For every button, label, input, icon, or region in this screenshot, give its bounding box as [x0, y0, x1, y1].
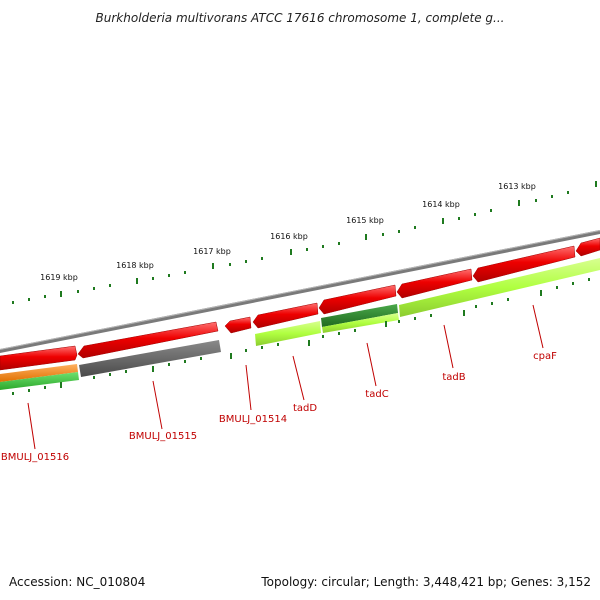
- cds-arrow-tadb[interactable]: [396, 268, 473, 299]
- tick-label-1618: 1618 kbp: [116, 261, 154, 270]
- cog-bar-green[interactable]: [0, 372, 79, 390]
- cog-bar-lime-3[interactable]: [399, 258, 600, 317]
- cds-arrow-bmulj-01515[interactable]: [77, 321, 219, 359]
- backbone-ring: [0, 230, 600, 354]
- inner-tick-ring: [12, 278, 590, 395]
- cds-track: [0, 237, 600, 371]
- cds-arrow-bmulj-01514[interactable]: [224, 316, 252, 334]
- tick-label-1619: 1619 kbp: [40, 273, 78, 282]
- cog-track: [0, 258, 600, 390]
- cds-arrow-tadc[interactable]: [318, 284, 397, 315]
- cog-bar-gray[interactable]: [79, 340, 221, 377]
- cog-bar-dark-green[interactable]: [321, 304, 398, 327]
- gene-label-bmulj-01515[interactable]: BMULJ_01515: [129, 431, 197, 442]
- cds-arrow-next[interactable]: [575, 237, 600, 257]
- gene-label-tadc[interactable]: tadC: [365, 389, 388, 400]
- cds-arrow-tadd[interactable]: [252, 302, 319, 329]
- gene-label-bmulj-01516[interactable]: BMULJ_01516: [1, 452, 69, 463]
- cds-arrow-cpaf[interactable]: [472, 245, 576, 283]
- gene-label-tadd[interactable]: tadD: [293, 403, 317, 414]
- gene-label-tadb[interactable]: tadB: [442, 372, 465, 383]
- tick-label-1614: 1614 kbp: [422, 200, 460, 209]
- cog-bar-lime-2[interactable]: [322, 313, 399, 333]
- label-leader-lines: [27, 304, 544, 450]
- cog-bar-lime-1[interactable]: [255, 321, 321, 346]
- tick-label-1613: 1613 kbp: [498, 182, 536, 191]
- topology-text: Topology: circular; Length: 3,448,421 bp…: [260, 575, 591, 589]
- outer-tick-ring: [12, 181, 597, 304]
- cds-arrow-bmulj-01516[interactable]: [0, 345, 78, 371]
- tick-label-1617: 1617 kbp: [193, 247, 231, 256]
- tick-label-1616: 1616 kbp: [270, 232, 308, 241]
- tick-label-1615: 1615 kbp: [346, 216, 384, 225]
- cog-bar-orange[interactable]: [0, 364, 78, 382]
- gene-label-cpaf[interactable]: cpaF: [533, 351, 557, 362]
- gene-label-bmulj-01514[interactable]: BMULJ_01514: [219, 414, 287, 425]
- accession-text: Accession: NC_010804: [9, 575, 145, 589]
- map-title: Burkholderia multivorans ATCC 17616 chro…: [96, 11, 505, 25]
